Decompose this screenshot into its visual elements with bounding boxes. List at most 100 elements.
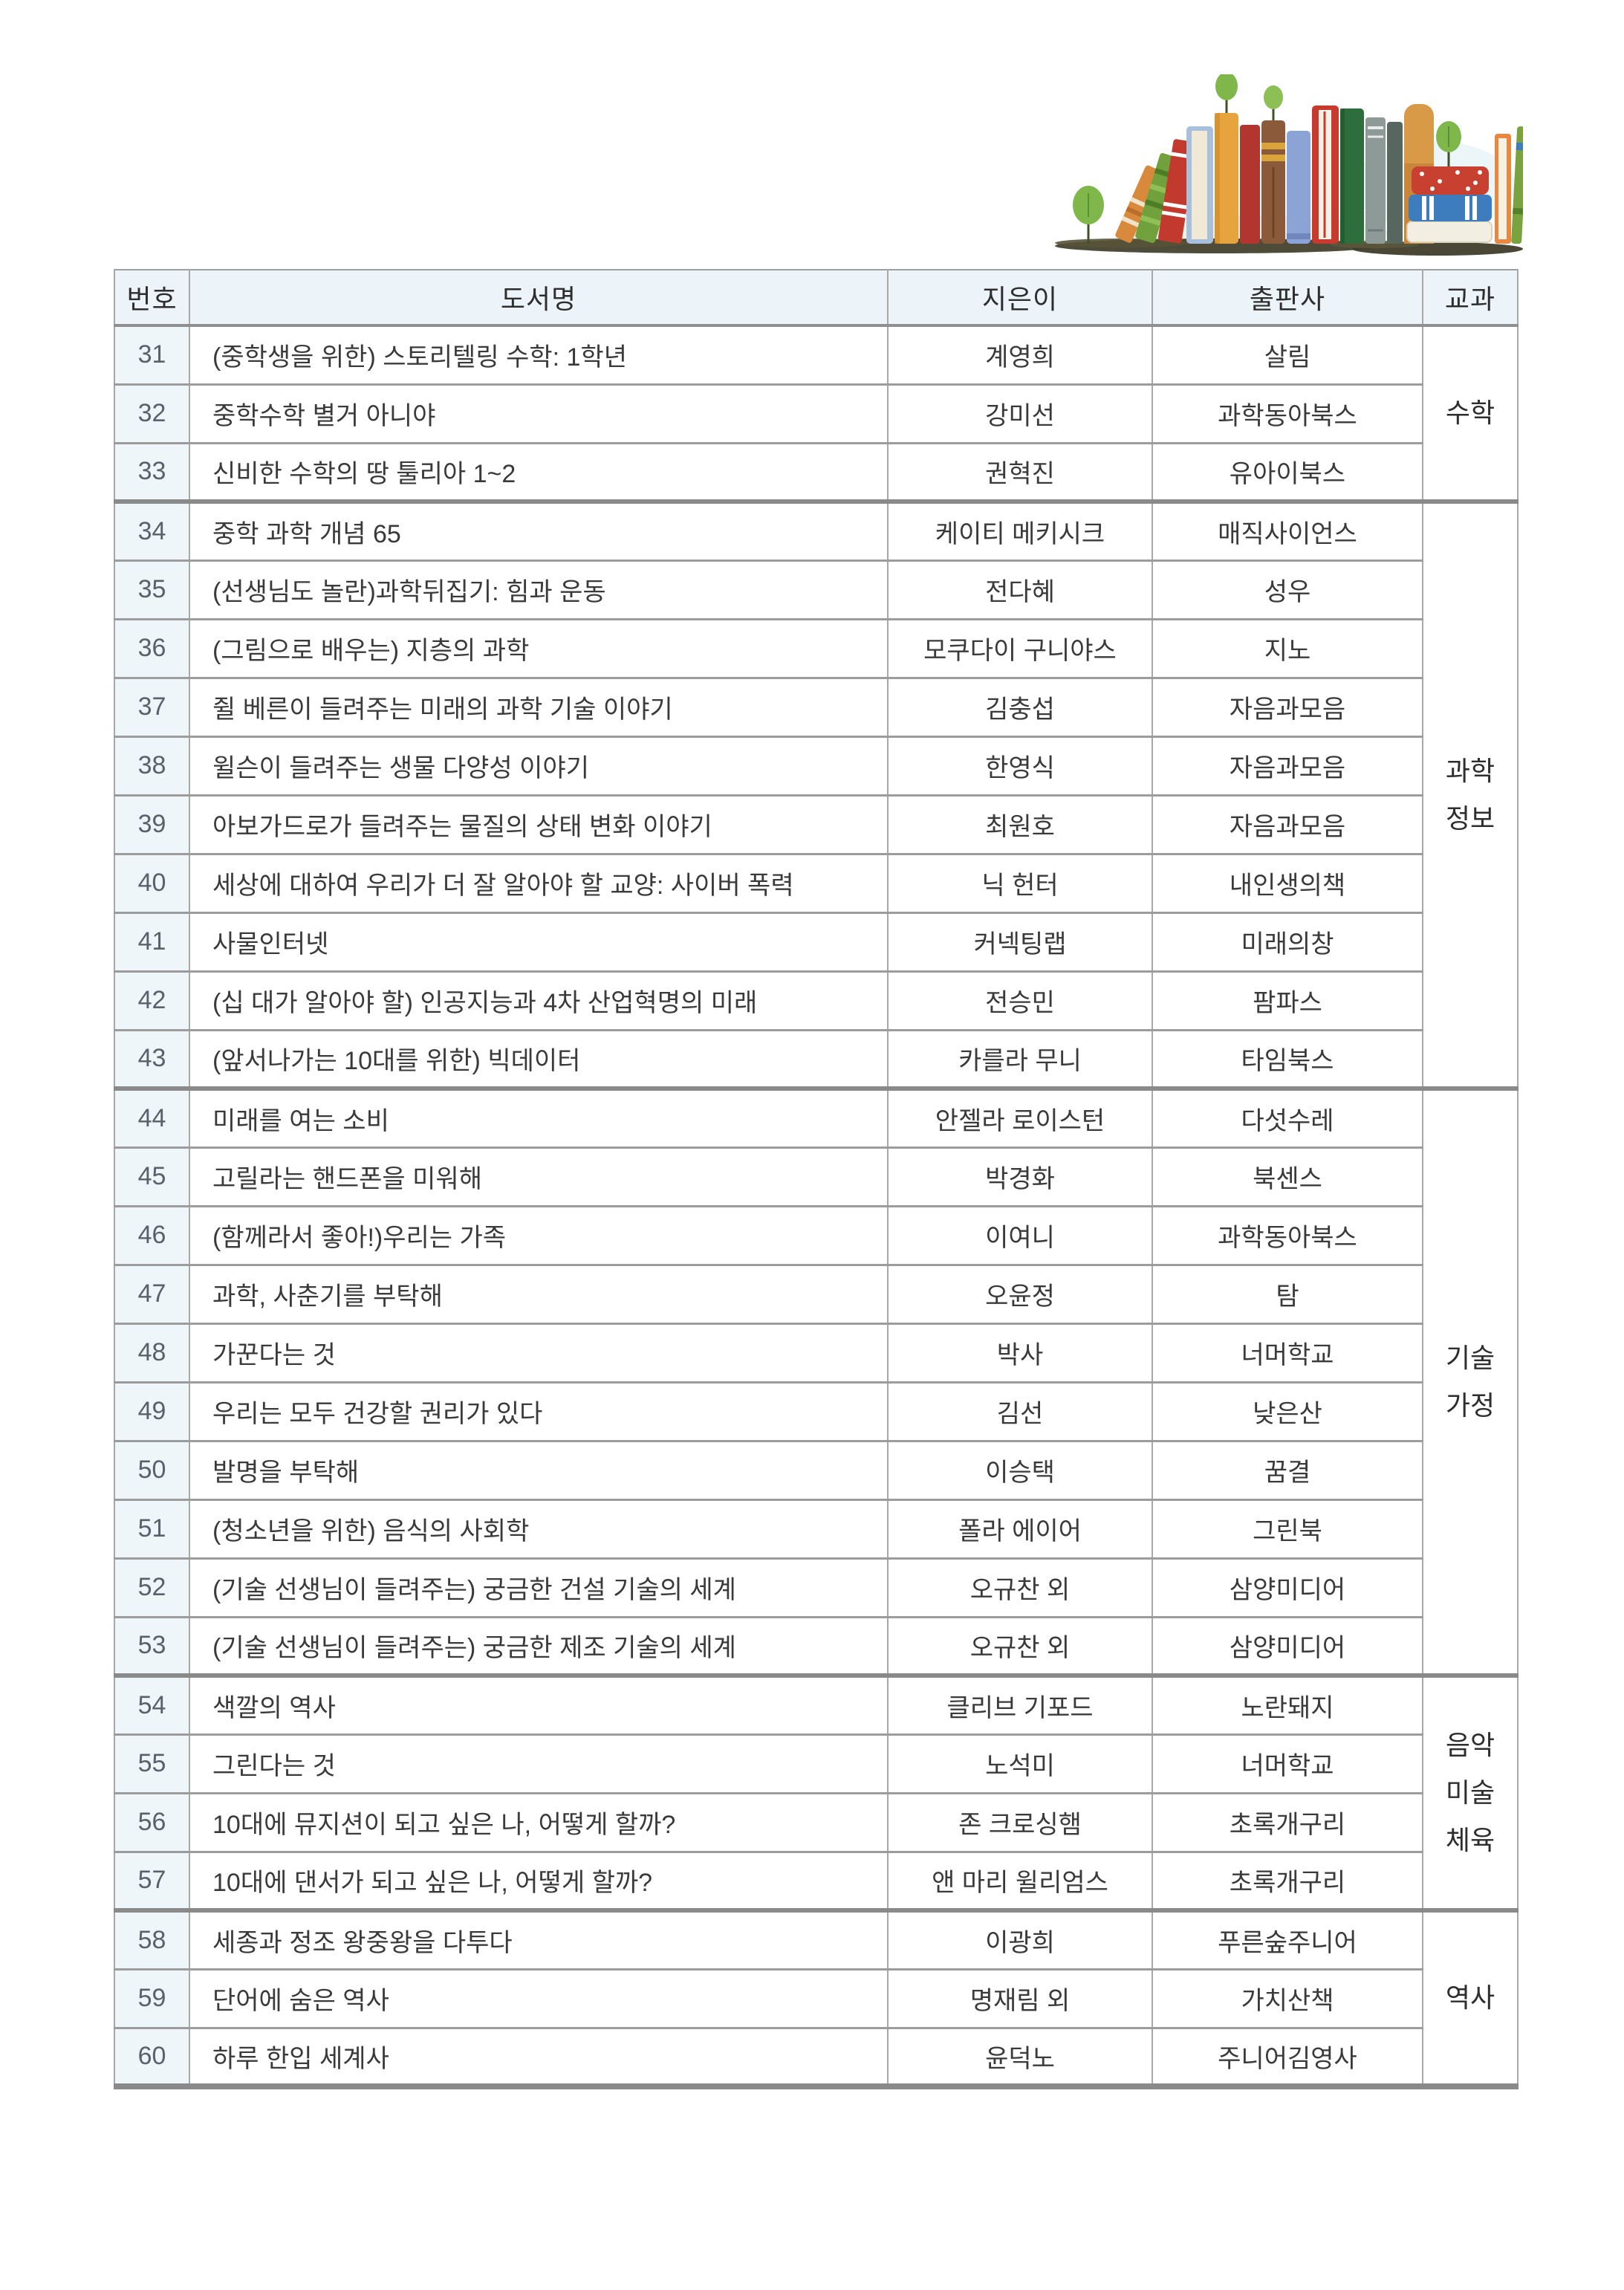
book-title-cell: 세종과 정조 왕중왕을 다투다 — [189, 1909, 889, 1970]
table-row: 54 색깔의 역사 클리브 기포드 노란돼지 음악 미술 체육 — [114, 1674, 1519, 1913]
book-title-cell: 윌슨이 들려주는 생물 다양성 이야기 — [189, 735, 889, 797]
book-title-cell: 사물인터넷 — [189, 911, 889, 973]
row-number-cell: 41 — [114, 911, 190, 973]
row-number-cell: 50 — [114, 1439, 190, 1501]
book-spine — [1312, 106, 1339, 244]
book-spine — [1186, 126, 1213, 244]
table-row: 42 (십 대가 알아야 할) 인공지능과 4차 산업혁명의 미래 전승민 팜파스 — [114, 970, 1518, 1031]
author-cell: 닉 헌터 — [887, 852, 1153, 914]
row-number-cell: 42 — [114, 970, 190, 1031]
book-title-cell: 하루 한입 세계사 — [189, 2026, 889, 2089]
row-number-cell: 59 — [114, 1968, 190, 2029]
row-number-cell: 45 — [114, 1146, 190, 1207]
author-cell: 앤 마리 윌리엄스 — [887, 1850, 1153, 1913]
book-stack — [1406, 166, 1493, 243]
book-spine — [1340, 108, 1364, 244]
publisher-cell: 너머학교 — [1152, 1322, 1423, 1384]
book-title-cell: 단어에 숨은 역사 — [189, 1968, 889, 2029]
row-number-cell: 36 — [114, 617, 190, 679]
publisher-cell: 팜파스 — [1152, 970, 1423, 1031]
publisher-cell: 자음과모음 — [1152, 735, 1423, 797]
book-title-cell: 과학, 사춘기를 부탁해 — [189, 1263, 889, 1325]
table-row: 34 중학 과학 개념 65 케이티 메키시크 매직사이언스 과학 정보 — [114, 500, 1519, 1091]
row-number-cell: 40 — [114, 852, 190, 914]
publisher-cell: 초록개구리 — [1152, 1791, 1423, 1853]
publisher-cell: 살림 — [1152, 324, 1423, 386]
table-row: 58 세종과 정조 왕중왕을 다투다 이광희 푸른숲주니어 역사 — [114, 1909, 1519, 2089]
book-title-cell: 색깔의 역사 — [189, 1674, 889, 1736]
author-cell: 전다혜 — [887, 559, 1153, 620]
table-row: 51 (청소년을 위한) 음식의 사회학 폴라 에이어 그린북 — [114, 1498, 1518, 1560]
table-row: 43 (앞서나가는 10대를 위한) 빅데이터 카를라 무니 타임북스 — [114, 1028, 1518, 1091]
book-spine — [1495, 134, 1511, 244]
row-number-cell: 58 — [114, 1909, 190, 1970]
column-header-subject: 교과 — [1422, 270, 1519, 327]
table-row: 35 (선생님도 놀란)과학뒤집기: 힘과 운동 전다혜 성우 — [114, 559, 1518, 620]
publisher-cell: 내인생의책 — [1152, 852, 1423, 914]
table-row: 60 하루 한입 세계사 윤덕노 주니어김영사 — [114, 2026, 1518, 2089]
table-row: 41 사물인터넷 커넥팅랩 미래의창 — [114, 911, 1518, 973]
book-title-cell: 고릴라는 핸드폰을 미워해 — [189, 1146, 889, 1207]
publisher-cell: 과학동아북스 — [1152, 383, 1423, 444]
subject-cell: 음악 미술 체육 — [1422, 1674, 1519, 1913]
author-cell: 안젤라 로이스턴 — [887, 1087, 1153, 1149]
author-cell: 윤덕노 — [887, 2026, 1153, 2089]
publisher-cell: 매직사이언스 — [1152, 500, 1423, 562]
publisher-cell: 노란돼지 — [1152, 1674, 1423, 1736]
author-cell: 권혁진 — [887, 441, 1153, 504]
table-row: 46 (함께라서 좋아!)우리는 가족 이여니 과학동아북스 — [114, 1204, 1518, 1266]
row-number-cell: 48 — [114, 1322, 190, 1384]
row-number-cell: 32 — [114, 383, 190, 444]
book-title-cell: 중학 과학 개념 65 — [189, 500, 889, 562]
book-spine — [1240, 125, 1260, 244]
row-number-cell: 34 — [114, 500, 190, 562]
table-row: 53 (기술 선생님이 들려주는) 궁금한 제조 기술의 세계 오규찬 외 삼양미디어 — [114, 1615, 1518, 1678]
publisher-cell: 미래의창 — [1152, 911, 1423, 973]
author-cell: 케이티 메키시크 — [887, 500, 1153, 562]
table-row: 45 고릴라는 핸드폰을 미워해 박경화 북센스 — [114, 1146, 1518, 1207]
subject-cell: 수학 — [1422, 324, 1519, 504]
author-cell: 모쿠다이 구니야스 — [887, 617, 1153, 679]
row-number-cell: 39 — [114, 794, 190, 855]
author-cell: 이여니 — [887, 1204, 1153, 1266]
tree-icon — [1215, 74, 1238, 113]
row-number-cell: 47 — [114, 1263, 190, 1325]
publisher-cell: 너머학교 — [1152, 1733, 1423, 1794]
author-cell: 박경화 — [887, 1146, 1153, 1207]
table-row: 55 그린다는 것 노석미 너머학교 — [114, 1733, 1518, 1794]
book-title-cell: (청소년을 위한) 음식의 사회학 — [189, 1498, 889, 1560]
author-cell: 노석미 — [887, 1733, 1153, 1794]
publisher-cell: 삼양미디어 — [1152, 1557, 1423, 1618]
column-header-author: 지은이 — [887, 270, 1153, 327]
book-list-table: 번호 도서명 지은이 출판사 교과 31 (중학생을 위한) 스토리텔링 수학: … — [114, 269, 1519, 2089]
publisher-cell: 성우 — [1152, 559, 1423, 620]
book-title-cell: (그림으로 배우는) 지층의 과학 — [189, 617, 889, 679]
author-cell: 폴라 에이어 — [887, 1498, 1153, 1560]
book-title-cell: 우리는 모두 건강할 권리가 있다 — [189, 1381, 889, 1442]
book-title-cell: 쥘 베른이 들려주는 미래의 과학 기술 이야기 — [189, 676, 889, 738]
book-title-cell: (함께라서 좋아!)우리는 가족 — [189, 1204, 889, 1266]
book-title-cell: (기술 선생님이 들려주는) 궁금한 건설 기술의 세계 — [189, 1557, 889, 1618]
publisher-cell: 주니어김영사 — [1152, 2026, 1423, 2089]
book-title-cell: 아보가드로가 들려주는 물질의 상태 변화 이야기 — [189, 794, 889, 855]
row-number-cell: 38 — [114, 735, 190, 797]
table-row: 31 (중학생을 위한) 스토리텔링 수학: 1학년 계영희 살림 수학 — [114, 324, 1519, 504]
publisher-cell: 과학동아북스 — [1152, 1204, 1423, 1266]
publisher-cell: 탐 — [1152, 1263, 1423, 1325]
author-cell: 카를라 무니 — [887, 1028, 1153, 1091]
books-illustration — [1055, 74, 1523, 256]
author-cell: 김선 — [887, 1381, 1153, 1442]
publisher-cell: 꿈결 — [1152, 1439, 1423, 1501]
author-cell: 오규찬 외 — [887, 1557, 1153, 1618]
row-number-cell: 52 — [114, 1557, 190, 1618]
book-title-cell: 그린다는 것 — [189, 1733, 889, 1794]
table-row: 48 가꾼다는 것 박사 너머학교 — [114, 1322, 1518, 1384]
author-cell: 클리브 기포드 — [887, 1674, 1153, 1736]
table-row: 57 10대에 댄서가 되고 싶은 나, 어떻게 할까? 앤 마리 윌리엄스 초록개구… — [114, 1850, 1518, 1913]
author-cell: 이승택 — [887, 1439, 1153, 1501]
tree-icon — [1436, 121, 1461, 166]
table-row: 37 쥘 베른이 들려주는 미래의 과학 기술 이야기 김충섭 자음과모음 — [114, 676, 1518, 738]
author-cell: 전승민 — [887, 970, 1153, 1031]
author-cell: 오윤정 — [887, 1263, 1153, 1325]
